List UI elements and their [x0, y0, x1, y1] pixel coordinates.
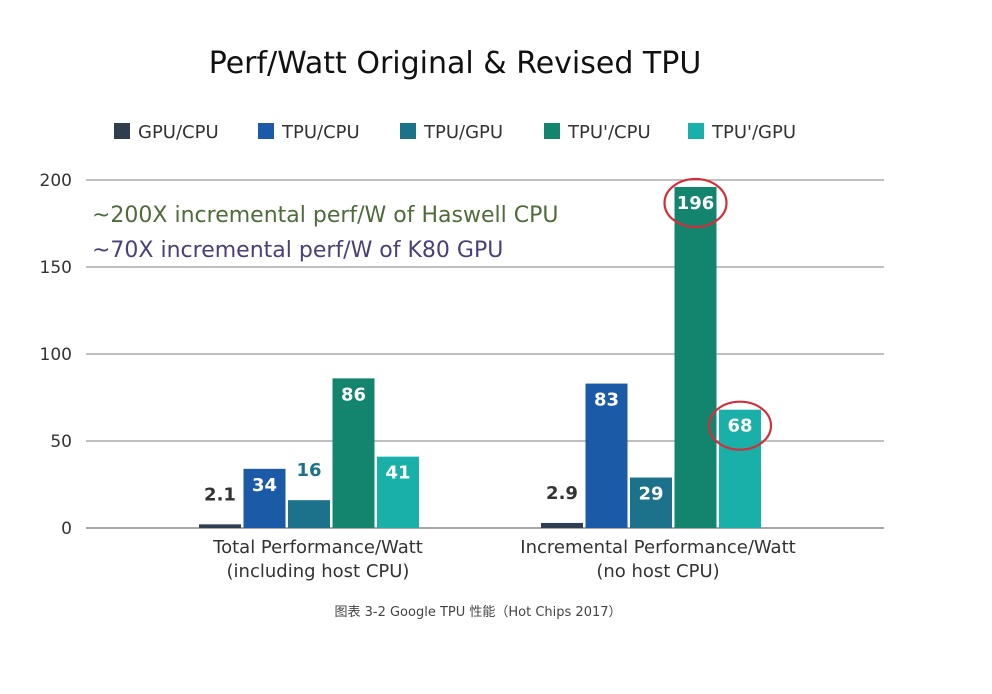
data-label-tpuprime-cpu-1: 196 [677, 193, 715, 214]
annotation-gpu: ~70X incremental perf/W of K80 GPU [92, 238, 503, 263]
annotation-cpu: ~200X incremental perf/W of Haswell CPU [92, 203, 558, 228]
grid [86, 179, 884, 529]
bar-tpuprime-gpu-0 [377, 456, 419, 528]
y-tick-label-200: 200 [40, 171, 72, 191]
y-tick-label-50: 50 [50, 432, 72, 452]
bar-gpu-cpu-1 [541, 522, 583, 528]
legend-label-tpu-gpu: TPU/GPU [423, 122, 503, 143]
legend-swatch-gpu-cpu [114, 123, 130, 139]
y-tick-label-0: 0 [61, 519, 72, 539]
bar-tpuprime-cpu-0 [332, 378, 375, 528]
category-label-0-line-1: (including host CPU) [227, 561, 410, 582]
bar-gpu-cpu-0 [199, 524, 241, 528]
y-axis: 0 50 100 150 200 [40, 171, 72, 539]
y-tick-label-150: 150 [40, 258, 72, 278]
data-label-tpu-cpu-0: 34 [252, 475, 277, 496]
bars: 2.1 2.9 34 83 16 29 86 196 41 68 [199, 177, 773, 528]
bar-tpu-gpu-0 [288, 500, 330, 528]
chart-title: Perf/Watt Original & Revised TPU [209, 46, 702, 81]
data-label-tpuprime-cpu-0: 86 [341, 384, 366, 405]
bar-tpu-cpu-0 [243, 468, 286, 528]
data-label-gpu-cpu-0: 2.1 [204, 484, 236, 505]
data-label-tpuprime-gpu-0: 41 [385, 463, 410, 484]
y-tick-label-100: 100 [40, 345, 72, 365]
category-label-1-line-1: (no host CPU) [596, 561, 719, 582]
data-label-tpu-gpu-0: 16 [296, 460, 321, 481]
category-label-1-line-0: Incremental Performance/Watt [520, 537, 795, 558]
legend-label-tpu-cpu: TPU/CPU [281, 122, 360, 143]
legend-swatch-tpu-cpu [258, 123, 274, 139]
legend-swatch-tpuprime-gpu [688, 123, 704, 139]
figure-caption: 图表 3-2 Google TPU 性能（Hot Chips 2017） [334, 605, 621, 620]
bar-tpuprime-gpu-1 [719, 409, 761, 528]
bar-tpu-gpu-1 [630, 477, 672, 528]
legend-label-gpu-cpu: GPU/CPU [138, 122, 219, 143]
data-label-tpu-cpu-1: 83 [594, 390, 619, 411]
highlight-circle-tpuprime-gpu-1 [707, 400, 773, 451]
legend-swatch-tpu-gpu [400, 123, 416, 139]
legend-label-tpuprime-cpu: TPU'/CPU [567, 122, 651, 143]
highlight-circle-tpuprime-cpu-1 [663, 177, 728, 229]
bar-tpu-cpu-1 [585, 383, 628, 528]
bar-tpuprime-cpu-1 [674, 186, 717, 528]
x-axis: Total Performance/Watt (including host CP… [212, 537, 796, 582]
legend-label-tpuprime-gpu: TPU'/GPU [711, 122, 796, 143]
legend: GPU/CPU TPU/CPU TPU/GPU TPU'/CPU TPU'/GPU [114, 122, 796, 143]
category-label-0-line-0: Total Performance/Watt [212, 537, 423, 558]
data-label-tpu-gpu-1: 29 [638, 484, 663, 505]
data-label-gpu-cpu-1: 2.9 [546, 483, 578, 504]
data-label-tpuprime-gpu-1: 68 [727, 416, 752, 437]
legend-swatch-tpuprime-cpu [544, 123, 560, 139]
